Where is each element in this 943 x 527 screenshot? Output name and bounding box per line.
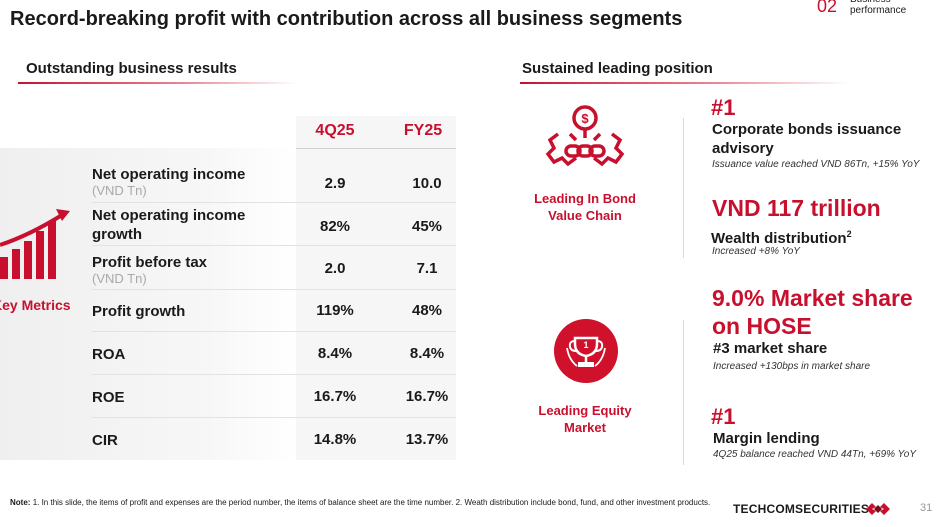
key-metrics-label: Key Metrics <box>0 297 71 313</box>
equity-trophy-icon: 1 <box>554 319 618 383</box>
bar-chart-growth-icon <box>0 209 70 279</box>
column-header-4q25: 4Q25 <box>315 122 355 139</box>
row-label: ROA <box>92 346 126 363</box>
cell-fy25: 45% <box>411 218 443 235</box>
cell-4q25: 82% <box>319 218 351 235</box>
left-heading: Outstanding business results <box>26 60 237 77</box>
row-label: Net operating income growth <box>92 207 246 243</box>
table-row: Net operating income (VND Tn) <box>92 165 292 198</box>
note-label: Note: <box>10 498 31 507</box>
cell-fy25: 16.7% <box>405 388 449 405</box>
point-title: Corporate bonds issuance advisory <box>712 121 902 157</box>
right-heading: Sustained leading position <box>522 60 713 77</box>
metrics-panel-bg <box>0 148 298 460</box>
row-label: ROE <box>92 389 125 406</box>
cell-fy25: 48% <box>411 302 443 319</box>
row-label: Profit growth <box>92 303 186 320</box>
equity-icon-label: Leading Equity Market <box>538 403 632 435</box>
brand-name: TECHCOMSECURITIES <box>733 502 870 516</box>
values-panel-bg <box>296 116 456 460</box>
row-divider <box>92 245 456 246</box>
point-title-text: Wealth distribution <box>711 230 847 247</box>
point-title: Wealth distribution2 <box>711 225 852 248</box>
vertical-divider <box>683 118 684 258</box>
row-divider <box>92 289 456 290</box>
point-subtext: Issuance value reached VND 86Tn, +15% Yo… <box>712 159 920 170</box>
row-divider <box>92 417 456 418</box>
note-text: 1. In this slide, the items of profit an… <box>32 498 711 507</box>
footnote: Note: 1. In this slide, the items of pro… <box>10 498 730 508</box>
point-title: #3 market share <box>713 340 828 357</box>
cell-4q25: 2.9 <box>324 175 346 192</box>
cell-4q25: 2.0 <box>324 260 346 277</box>
right-heading-rule <box>520 82 850 84</box>
cell-fy25: 7.1 <box>416 260 438 277</box>
bond-icon-label: Leading In Bond Value Chain <box>534 191 636 223</box>
cell-4q25: 16.7% <box>313 388 357 405</box>
cell-fy25: 13.7% <box>405 431 449 448</box>
svg-text:1: 1 <box>583 340 588 350</box>
table-row: Net operating income growth <box>92 206 292 244</box>
row-divider <box>92 374 456 375</box>
cell-4q25: 119% <box>316 302 354 319</box>
left-heading-rule <box>18 82 298 84</box>
cell-4q25: 8.4% <box>317 345 353 362</box>
cell-fy25: 10.0 <box>412 175 442 192</box>
row-unit: (VND Tn) <box>92 271 147 286</box>
column-header-fy25: FY25 <box>403 122 443 139</box>
section-label: Business performance <box>850 0 907 16</box>
cell-fy25: 8.4% <box>409 345 445 362</box>
point-title: Margin lending <box>713 430 820 447</box>
section-number: 02 <box>817 0 838 16</box>
point-subtext: 4Q25 balance reached VND 44Tn, +69% YoY <box>713 449 917 460</box>
footnote-marker: 2 <box>846 229 852 239</box>
row-label: Net operating income <box>92 166 246 183</box>
brand-logo: TECHCOMSECURITIES <box>733 502 869 516</box>
cell-4q25: 14.8% <box>313 431 357 448</box>
point-headline: #1 <box>711 95 736 120</box>
page-number: 31 <box>920 502 933 514</box>
row-divider <box>92 331 456 332</box>
brand-diamond-icon <box>866 503 890 515</box>
point-subtext: Increased +130bps in market share <box>713 361 871 372</box>
row-divider <box>92 202 456 203</box>
row-label: CIR <box>92 432 118 449</box>
table-row: Profit before tax (VND Tn) <box>92 253 292 286</box>
page-title: Record-breaking profit with contribution… <box>10 8 683 30</box>
header-divider <box>296 148 456 149</box>
point-headline: VND 117 trillion <box>712 195 881 221</box>
point-headline: #1 <box>711 404 736 429</box>
row-unit: (VND Tn) <box>92 183 147 198</box>
svg-text:$: $ <box>581 111 589 126</box>
bond-chain-gears-icon: $ <box>545 105 625 167</box>
row-label: Profit before tax <box>92 254 208 271</box>
vertical-divider <box>683 320 684 465</box>
point-subtext: Increased +8% YoY <box>712 246 800 257</box>
point-headline: 9.0% Market share on HOSE <box>712 285 913 339</box>
